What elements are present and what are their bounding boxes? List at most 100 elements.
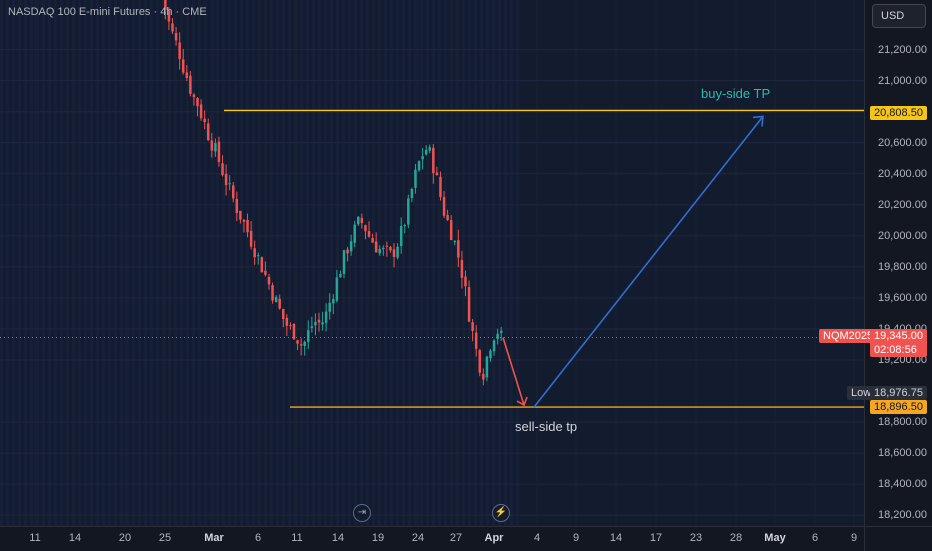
candle-body (206, 123, 210, 141)
candle-body (335, 277, 339, 301)
price-axis[interactable] (864, 0, 932, 526)
time-tick: 4 (533, 532, 541, 544)
candle-body (467, 287, 471, 322)
candle-body (367, 231, 371, 237)
time-tick: May (764, 532, 786, 544)
price-tick: 18,800.00 (878, 416, 927, 429)
candle-body (199, 104, 203, 119)
candle-body (321, 322, 324, 325)
candle-body (389, 246, 392, 251)
time-tick: 9 (850, 532, 858, 544)
candle-body (357, 216, 360, 225)
candle-body (471, 322, 474, 331)
last-price-tag: 19,345.00 02:08:56 (870, 329, 927, 357)
candle-body (428, 147, 432, 151)
candle-body (242, 219, 246, 222)
time-tick: 14 (609, 532, 623, 544)
candle-body (249, 230, 253, 247)
candle-body (231, 185, 235, 199)
candle-body (196, 97, 199, 107)
candle-body (442, 197, 446, 216)
candle-body (285, 317, 289, 326)
candle-body (282, 308, 285, 319)
candle-body (185, 72, 189, 79)
candle-body (399, 225, 403, 247)
candle-body (496, 333, 499, 339)
candle-body (424, 149, 428, 155)
candle-body (353, 224, 356, 243)
share-icon[interactable]: ⇥ (353, 504, 371, 522)
candle-body (192, 94, 196, 98)
candle-body (328, 302, 331, 312)
candle-body (432, 147, 435, 174)
candle-body (499, 330, 503, 333)
candle-body (274, 296, 278, 303)
currency-selector[interactable]: USD (872, 4, 926, 28)
grid (0, 49, 864, 516)
candle-body (164, 0, 167, 10)
candle-body (307, 330, 310, 342)
candle-body (410, 188, 414, 198)
candle-body (271, 285, 274, 301)
time-tick: 23 (689, 532, 703, 544)
candle-body (171, 23, 174, 32)
candle-body (167, 10, 171, 22)
candle-body (296, 340, 299, 344)
candle-body (292, 324, 296, 340)
price-tick: 18,400.00 (878, 478, 927, 491)
candle-body (189, 75, 192, 94)
time-tick: 27 (449, 532, 463, 544)
candle-body (482, 373, 485, 380)
candle-body (303, 341, 306, 346)
time-tick: 6 (254, 532, 262, 544)
time-tick: 14 (68, 532, 82, 544)
candle-body (414, 169, 417, 188)
time-tick: 6 (811, 532, 819, 544)
chart-plot (0, 0, 864, 516)
candle-body (324, 311, 328, 323)
candle-body (385, 245, 389, 247)
time-tick: Mar (204, 532, 224, 544)
candle-body (339, 273, 342, 278)
candle-body (478, 350, 482, 373)
candle-body (371, 237, 374, 243)
sell-arrowhead (516, 396, 528, 407)
sell-side-tp-label: sell-side tp (515, 419, 578, 434)
candle-body (239, 210, 242, 220)
candle-body (257, 255, 260, 257)
candle-body (332, 299, 335, 304)
levels (0, 109, 864, 408)
candle-body (224, 173, 228, 186)
candle-body (435, 172, 439, 176)
price-tick: 18,600.00 (878, 447, 927, 460)
time-tick: Apr (484, 532, 504, 544)
time-tick: 19 (371, 532, 385, 544)
candle-body (221, 163, 224, 176)
price-tick: 19,800.00 (878, 260, 927, 273)
buy-side-tp-label: buy-side TP (701, 86, 771, 101)
time-tick: 11 (29, 532, 41, 544)
price-tick: 19,600.00 (878, 291, 927, 304)
plot-area[interactable] (0, 0, 864, 526)
sell-price-tag: 18,896.50 (870, 400, 927, 414)
price-tick: 21,000.00 (878, 74, 927, 87)
time-axis[interactable] (0, 526, 864, 551)
candle-body (314, 321, 317, 326)
candle-body (299, 344, 303, 346)
candle-body (260, 257, 264, 273)
candle-body (360, 218, 364, 224)
candle-body (349, 241, 353, 252)
lightning-icon[interactable]: ⚡ (492, 504, 510, 522)
low-price-tag: 18,976.75 (870, 386, 927, 400)
price-tick: 20,600.00 (878, 136, 927, 149)
candle-body (364, 225, 367, 232)
candle-body (228, 183, 231, 185)
candles (164, 0, 503, 386)
candle-body (181, 59, 185, 73)
buy-arrowhead (752, 115, 764, 127)
candle-body (421, 156, 424, 160)
time-tick: 25 (158, 532, 172, 544)
candle-body (278, 298, 281, 309)
candle-body (489, 350, 492, 359)
candle-body (346, 249, 349, 254)
